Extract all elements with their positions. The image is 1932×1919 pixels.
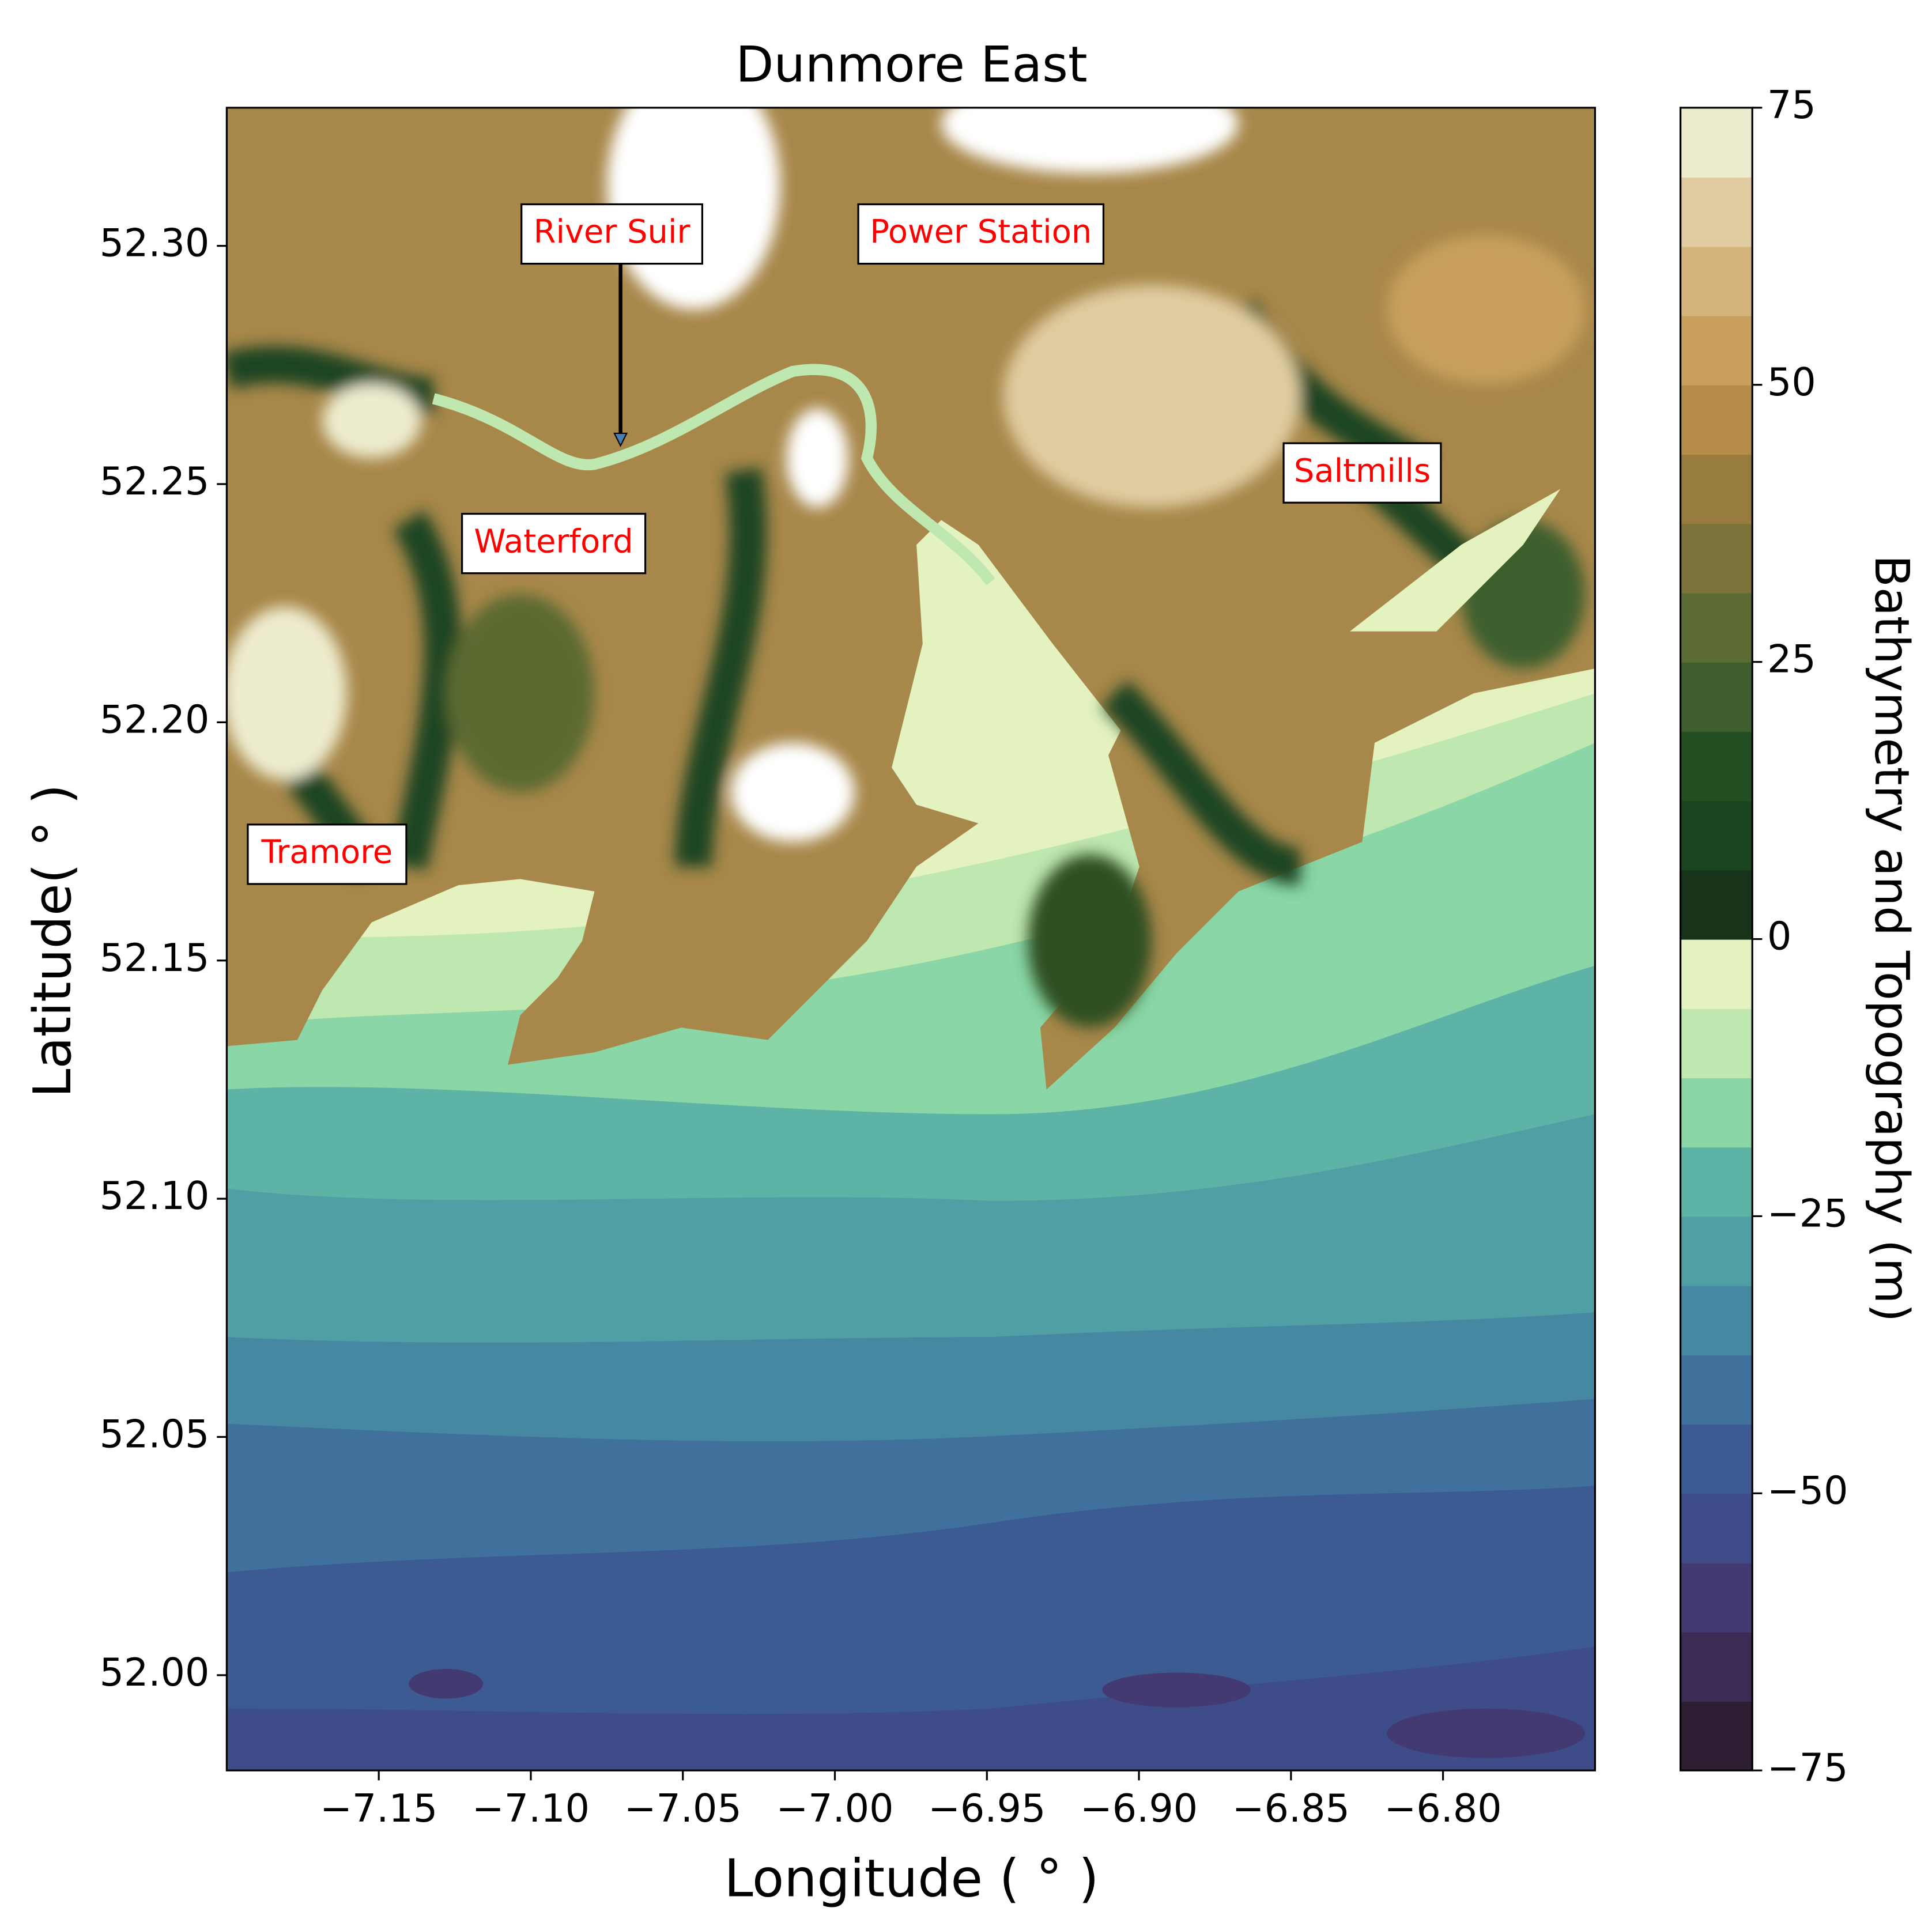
x-tick-label: −7.10 <box>472 1786 590 1831</box>
colorbar-band <box>1680 384 1753 455</box>
annotation-box <box>520 203 704 265</box>
sea-deep <box>409 1669 484 1699</box>
y-axis-label: Latitude( ° ) <box>22 784 83 1098</box>
x-tick-label: −7.00 <box>776 1786 893 1831</box>
colorbar-band <box>1680 1077 1753 1148</box>
colorbar-band <box>1680 1493 1753 1563</box>
annotation: Saltmills <box>1294 452 1431 490</box>
colorbar-tick-label: −75 <box>1767 1745 1848 1790</box>
colorbar-band <box>1680 1424 1753 1494</box>
y-tick-label: 52.25 <box>100 459 210 504</box>
sea-deep <box>1387 1708 1586 1758</box>
colorbar-band <box>1680 1147 1753 1217</box>
chart-title: Dunmore East <box>735 36 1087 94</box>
arrow-head <box>613 432 628 447</box>
y-tick-label: 52.15 <box>100 935 210 980</box>
colorbar-band <box>1680 177 1753 247</box>
x-tick-label: −7.15 <box>320 1786 437 1831</box>
annotation-box <box>247 823 407 885</box>
x-tick-label: −6.85 <box>1232 1786 1350 1831</box>
annotation: Waterford <box>474 523 633 560</box>
river <box>432 364 995 585</box>
annotation: Power Station <box>870 213 1092 251</box>
colorbar-band <box>1680 800 1753 871</box>
colorbar-tick-label: 75 <box>1767 82 1816 127</box>
colorbar-band <box>1680 454 1753 524</box>
colorbar-band <box>1680 731 1753 802</box>
colorbar-band <box>1680 1008 1753 1079</box>
colorbar-band <box>1680 1216 1753 1286</box>
y-tick-label: 52.20 <box>100 697 210 742</box>
colorbar-band <box>1680 523 1753 594</box>
colorbar-band <box>1680 592 1753 663</box>
colorbar-band <box>1680 315 1753 386</box>
annotation-box <box>857 203 1105 265</box>
colorbar-tick-label: 25 <box>1767 637 1816 682</box>
plot-frame <box>225 107 1596 1771</box>
colorbar-band <box>1680 1701 1753 1771</box>
colorbar-label: Bathymetry and Topography (m) <box>1864 555 1919 1322</box>
x-tick-label: −6.95 <box>928 1786 1046 1831</box>
x-axis-label: Longitude ( ° ) <box>724 1848 1099 1909</box>
map <box>227 107 1595 1771</box>
annotation-box <box>1282 442 1442 504</box>
colorbar-band <box>1680 107 1753 178</box>
colorbar-band <box>1680 870 1753 940</box>
annotation: River Suir <box>534 213 690 251</box>
estuary <box>1350 489 1561 632</box>
sea-deep <box>1102 1672 1251 1708</box>
y-tick-label: 52.00 <box>100 1650 210 1695</box>
colorbar-tick-label: 50 <box>1767 360 1816 405</box>
x-tick-label: −6.90 <box>1080 1786 1198 1831</box>
colorbar-band <box>1680 1631 1753 1702</box>
colorbar-band <box>1680 1354 1753 1425</box>
colorbar-band <box>1680 1562 1753 1633</box>
colorbar-band <box>1680 662 1753 732</box>
x-tick-label: −6.80 <box>1384 1786 1502 1831</box>
colorbar-tick-label: −50 <box>1767 1468 1848 1513</box>
colorbar-band <box>1680 939 1753 1009</box>
colorbar-band <box>1680 246 1753 316</box>
y-tick-label: 52.30 <box>100 221 210 266</box>
colorbar-tick-label: −25 <box>1767 1191 1848 1236</box>
y-tick-label: 52.05 <box>100 1412 210 1457</box>
colorbar-band <box>1680 1285 1753 1355</box>
x-tick-label: −7.05 <box>624 1786 742 1831</box>
annotation: Tramore <box>261 834 393 871</box>
y-tick-label: 52.10 <box>100 1173 210 1218</box>
annotation-box <box>461 512 647 575</box>
sea-band <box>227 1646 1595 1771</box>
colorbar-tick-label: 0 <box>1767 914 1791 959</box>
